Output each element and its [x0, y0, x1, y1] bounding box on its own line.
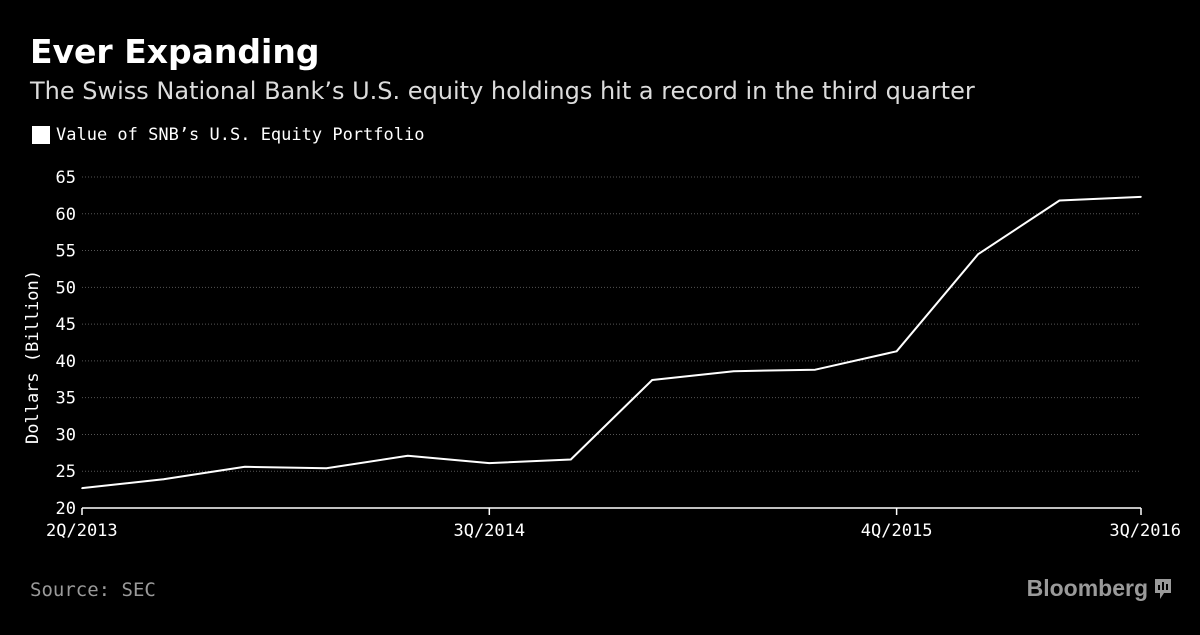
data-point [407, 454, 409, 457]
brand-logo: Bloomberg [1026, 575, 1148, 601]
legend-swatch [32, 126, 50, 144]
data-point [977, 253, 979, 256]
data-point [651, 379, 654, 381]
data-point [1140, 196, 1142, 198]
data-point [162, 478, 165, 481]
x-tick-label: 3Q/2014 [453, 521, 525, 541]
x-tick-label: 4Q/2015 [861, 521, 933, 541]
data-point [325, 467, 328, 470]
y-tick-label: 25 [56, 462, 76, 482]
legend: Value of SNB’s U.S. Equity Portfolio [32, 124, 424, 146]
x-tick-label: 2Q/2013 [46, 521, 118, 541]
gridlines [82, 176, 1141, 472]
series-line [81, 195, 1142, 490]
x-axis: 2Q/2013 3Q/2014 4Q/2015 3Q/2016 [46, 507, 1181, 541]
y-tick-label: 55 [56, 242, 76, 262]
source-note: Source: SEC [30, 579, 156, 601]
y-tick-label: 35 [56, 389, 76, 409]
chart-subtitle: The Swiss National Bank’s U.S. equity ho… [30, 77, 975, 105]
y-tick-label: 30 [56, 425, 76, 445]
data-point [81, 487, 83, 489]
data-point [569, 458, 572, 461]
data-point [244, 466, 246, 468]
y-tick-label: 65 [56, 168, 76, 188]
y-axis-ticks: 20 25 30 35 40 45 50 55 60 65 [56, 168, 76, 519]
data-point [895, 350, 898, 353]
y-tick-label: 45 [56, 315, 76, 335]
y-tick-label: 50 [56, 278, 76, 298]
legend-label: Value of SNB’s U.S. Equity Portfolio [56, 125, 425, 145]
data-point [814, 368, 816, 371]
series-layer [81, 195, 1142, 490]
y-tick-label: 40 [56, 352, 76, 372]
data-point [488, 462, 491, 464]
y-axis-label: Dollars (Billion) [23, 270, 43, 444]
bloomberg-chat-icon [1155, 579, 1171, 599]
y-tick-label: 60 [56, 205, 76, 225]
x-tick-label: 3Q/2016 [1109, 521, 1181, 541]
data-point [732, 370, 735, 372]
y-tick-label: 20 [56, 499, 76, 519]
data-point [1058, 199, 1061, 202]
chart-title: Ever Expanding [30, 32, 320, 71]
